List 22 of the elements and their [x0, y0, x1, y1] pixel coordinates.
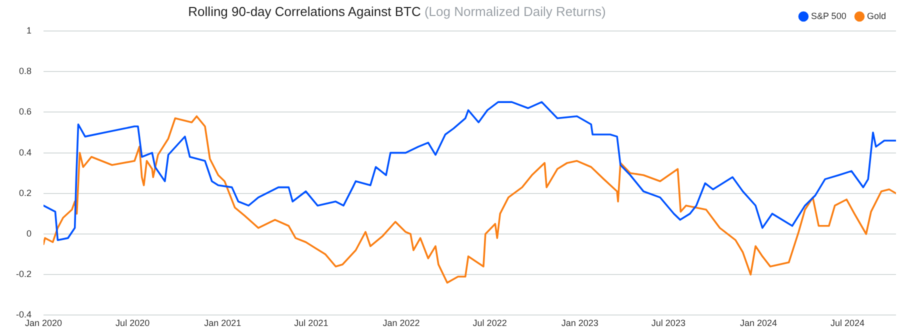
x-tick-label: Jan 2021 — [204, 318, 242, 328]
x-tick-label: Jul 2022 — [472, 318, 507, 328]
y-tick-label: 0.4 — [18, 147, 32, 158]
x-tick-label: Jan 2024 — [740, 318, 778, 328]
x-tick-label: Jan 2023 — [561, 318, 598, 328]
y-tick-label: 0.6 — [18, 106, 32, 117]
y-tick-label: 0.8 — [18, 66, 32, 76]
x-tick-label: Jul 2023 — [651, 318, 686, 328]
x-tick-label: Jan 2020 — [24, 318, 62, 328]
chart-title: Rolling 90-day Correlations Against BTC — [188, 4, 421, 19]
x-tick-label: Jul 2021 — [294, 318, 328, 328]
y-tick-label: 0.2 — [18, 188, 32, 198]
x-tick-label: Jan 2022 — [382, 318, 420, 328]
y-tick-label: -0.4 — [16, 310, 32, 320]
x-tick-label: Jul 2024 — [830, 318, 865, 328]
y-tick-label: 0 — [26, 228, 32, 238]
y-tick-label: -0.2 — [16, 269, 32, 280]
x-tick-label: Jul 2020 — [116, 318, 150, 328]
chart-subtitle: (Log Normalized Daily Returns) — [424, 4, 606, 19]
legend-label: Gold — [866, 10, 886, 21]
y-tick-label: 1 — [26, 25, 32, 36]
legend-label: S&P 500 — [810, 10, 846, 21]
